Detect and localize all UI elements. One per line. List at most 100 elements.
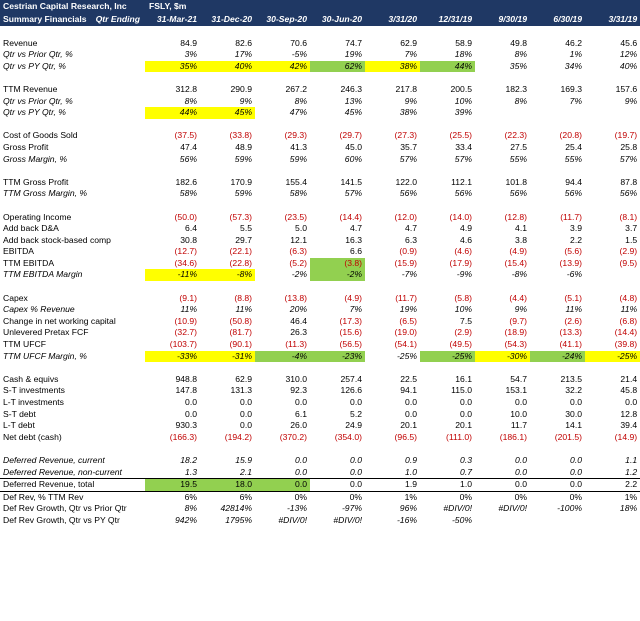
table-row: Def Rev Growth, Qtr vs PY Qtr 942% 1795% #D… (0, 515, 640, 527)
empty-cell (0, 26, 145, 38)
value-cell: 6% (184, 491, 197, 502)
empty-cell (420, 200, 475, 212)
value-cell: 257.4 (340, 373, 362, 384)
period-header: 30-Jun-20 (310, 13, 365, 26)
value-cell: 948.8 (175, 373, 197, 384)
period-header: 3/31/19 (585, 13, 640, 26)
value-cell: 0.7 (460, 466, 472, 477)
table-body: Revenue 84.9 82.6 70.6 74.7 62.9 58.9 49.8 46.2 4… (0, 26, 640, 527)
value-cell: 2.2 (585, 478, 640, 492)
value-cell: 1795% (225, 514, 252, 525)
value-cell: 213.5 (560, 373, 582, 384)
company-name: Cestrian Capital Research, Inc (0, 0, 145, 13)
empty-cell (310, 200, 365, 212)
value-cell: 0.0 (295, 397, 307, 407)
value-cell (475, 515, 530, 527)
empty-cell (0, 119, 145, 131)
empty-cell (530, 281, 585, 293)
value-cell: 0.0 (515, 454, 527, 465)
summary-title-text: Summary Financials (3, 14, 87, 24)
empty-cell (145, 443, 200, 455)
value-cell: (201.5) (554, 431, 582, 442)
value-cell: 200.5 (450, 83, 472, 94)
value-cell: (186.1) (499, 431, 527, 442)
table-row: Cash & equivs 948.8 62.9 310.0 257.4 22.5 16.1… (0, 374, 640, 386)
row-label: S-T investments (3, 385, 65, 396)
value-cell: 58.9 (455, 37, 472, 48)
row-label: TTM UFCF Margin, % (3, 350, 87, 361)
value-cell: (15.9) (394, 257, 417, 268)
value-cell: 94.1 (400, 385, 417, 396)
value-cell: -25% (585, 350, 640, 363)
empty-cell (255, 26, 310, 38)
table-row: TTM UFCF (103.7) (90.1) (11.3) (56.5) (54.1) (… (0, 339, 640, 351)
value-cell: 7.5 (460, 315, 472, 326)
table-row: Qtr vs Prior Qtr, % 3% 17% -5% 19% 7% 18% 8% 1% 1… (0, 49, 640, 61)
empty-cell (585, 200, 640, 212)
value-cell: (2.6) (564, 315, 582, 326)
value-cell (585, 515, 640, 527)
empty-cell (200, 281, 255, 293)
company-name-text: Cestrian Capital Research, Inc (3, 1, 127, 11)
value-cell: 3.8 (515, 234, 527, 245)
value-cell: (14.9) (614, 431, 638, 442)
value-cell: 8% (184, 95, 197, 106)
spacer-row (0, 26, 640, 38)
value-cell: 70.6 (290, 37, 307, 48)
value-cell: -2% (291, 269, 307, 280)
value-cell: 147.8 (175, 385, 197, 396)
value-cell: 0% (459, 491, 472, 502)
value-cell: 8% (514, 49, 527, 60)
value-cell: (0.9) (399, 246, 417, 257)
value-cell: (370.2) (279, 431, 307, 442)
empty-cell (310, 362, 365, 374)
value-cell: (20.8) (559, 130, 582, 141)
value-cell: 290.9 (230, 83, 252, 94)
value-cell: 0% (569, 491, 582, 502)
value-cell: 30.8 (180, 234, 197, 245)
value-cell: 39% (454, 107, 472, 118)
value-cell: 1.9 (365, 478, 420, 492)
value-cell: -23% (310, 350, 365, 363)
value-cell: 0.0 (460, 397, 472, 407)
empty-cell (365, 26, 420, 38)
value-cell: 2.2 (570, 234, 582, 245)
value-cell: (90.1) (229, 339, 252, 350)
value-cell: 0.0 (240, 420, 252, 431)
value-cell: 21.4 (620, 373, 638, 384)
value-cell: (8.8) (234, 292, 252, 303)
value-cell: 22.5 (400, 373, 417, 384)
table-row: Unlevered Pretax FCF (32.7) (81.7) 26.3 (15.… (0, 327, 640, 339)
table-row: Net debt (cash) (166.3) (194.2) (370.2) (354… (0, 432, 640, 444)
spacer-row (0, 200, 640, 212)
value-cell: 45% (344, 107, 362, 118)
empty-cell (255, 443, 310, 455)
empty-cell (530, 362, 585, 374)
value-cell: 0% (349, 491, 362, 502)
empty-cell (200, 26, 255, 38)
value-cell: (5.1) (564, 292, 582, 303)
empty-cell (420, 443, 475, 455)
value-cell: 38% (365, 60, 420, 73)
value-cell: (15.4) (504, 257, 527, 268)
empty-cell (530, 26, 585, 38)
value-cell: 11% (235, 304, 252, 315)
value-cell: (6.5) (399, 315, 417, 326)
table-row: Deferred Revenue, non-current 1.3 2.1 0.0 0.… (0, 467, 640, 479)
value-cell: 246.3 (340, 83, 362, 94)
period-header: 31-Mar-21 (145, 13, 200, 26)
value-cell: (37.5) (174, 130, 197, 141)
empty-cell (420, 281, 475, 293)
empty-cell (365, 119, 420, 131)
value-cell: -8% (511, 269, 527, 280)
value-cell: 35% (145, 60, 200, 73)
value-cell: #DIV/0! (498, 503, 527, 514)
value-cell: 3.9 (570, 223, 582, 234)
empty-cell (310, 72, 365, 84)
period-header: 9/30/19 (475, 13, 530, 26)
value-cell: 19% (344, 49, 362, 60)
value-cell: 47% (289, 107, 307, 118)
value-cell: 0.0 (295, 466, 307, 477)
value-cell (585, 269, 640, 281)
row-label: Add back stock-based comp (3, 234, 111, 245)
